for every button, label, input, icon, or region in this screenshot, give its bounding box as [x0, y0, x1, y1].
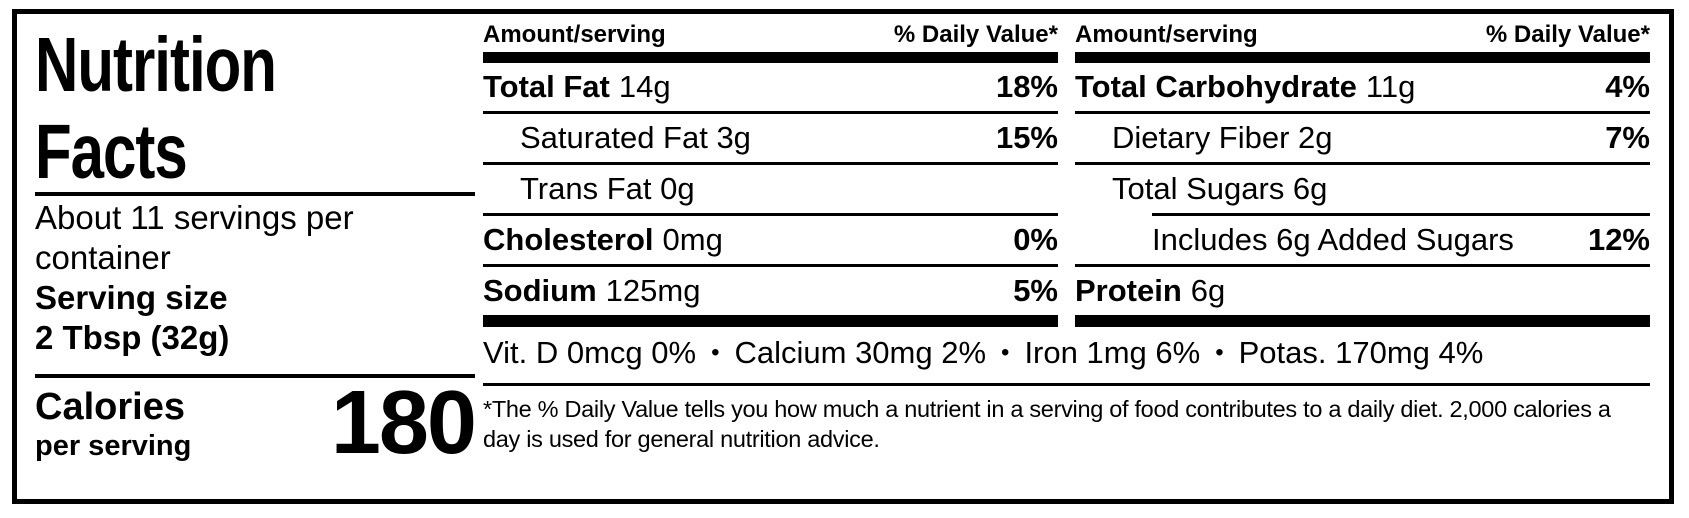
footnote-divider [483, 383, 1650, 386]
nutrition-facts-title: Nutrition Facts [35, 22, 475, 196]
bullet-separator-icon: • [1215, 339, 1224, 366]
column-header: Amount/serving % Daily Value* [1075, 21, 1650, 52]
nutrient-amount: Total Sugars 6g [1112, 171, 1328, 206]
calories-value: 180 [330, 373, 477, 473]
row-cholesterol: Cholesterol 0mg 0% [483, 216, 1058, 264]
nutrient-name: Trans Fat 0g [520, 171, 695, 207]
columns-wrapper: Amount/serving % Daily Value* Total Fat 1… [483, 21, 1650, 327]
title-line-1: Nutrition [35, 22, 277, 108]
nutrient-column-fat-sodium: Amount/serving % Daily Value* Total Fat 1… [483, 21, 1058, 327]
row-total-carbohydrate: Total Carbohydrate 11g 4% [1075, 63, 1650, 111]
row-divider [1075, 111, 1650, 114]
calories-label: Calories [35, 386, 185, 428]
nutrient-name-bold: Sodium [483, 273, 597, 308]
row-protein: Protein 6g [1075, 267, 1650, 315]
micronutrient-calcium: Calcium 30mg 2% [734, 335, 987, 370]
nutrient-name: Protein 6g [1075, 273, 1225, 309]
daily-value: 4% [1605, 69, 1650, 104]
calories-sublabel: per serving [35, 430, 192, 462]
daily-value: 7% [1605, 120, 1650, 155]
nutrient-name: Saturated Fat 3g [520, 120, 751, 156]
calories-section: Calories per serving 180 [35, 373, 477, 473]
nutrient-amount: Trans Fat 0g [520, 171, 695, 206]
nutrient-name-bold: Protein [1075, 273, 1182, 308]
nutrient-name: Sodium 125mg [483, 273, 700, 309]
nutrient-name: Dietary Fiber 2g [1112, 120, 1333, 156]
row-total-fat: Total Fat 14g 18% [483, 63, 1058, 111]
nutrient-name-bold: Total Fat [483, 69, 610, 104]
row-dietary-fiber: Dietary Fiber 2g 7% [1075, 114, 1650, 162]
left-panel-divider-top [35, 192, 475, 196]
left-panel-divider-bottom [35, 374, 475, 378]
daily-value-header: % Daily Value* [893, 21, 1058, 48]
row-trans-fat: Trans Fat 0g [483, 165, 1058, 213]
column-bottom-bar [1075, 315, 1650, 327]
row-divider [1075, 264, 1650, 267]
nutrient-amount: 11g [1365, 69, 1416, 104]
nutrient-amount: 14g [618, 69, 671, 104]
calories-labels: Calories per serving [35, 384, 191, 463]
servings-per-container-text: About 11 servings per container [35, 199, 354, 276]
column-header: Amount/serving % Daily Value* [483, 21, 1058, 52]
nutrient-amount: Dietary Fiber 2g [1112, 120, 1333, 155]
daily-value: 0% [1013, 222, 1058, 257]
row-divider [483, 162, 1058, 165]
row-sodium: Sodium 125mg 5% [483, 267, 1058, 315]
nutrient-name: Total Sugars 6g [1112, 171, 1327, 207]
left-panel: Nutrition Facts About 11 servings per co… [35, 22, 477, 473]
header-bar [1075, 52, 1650, 63]
micronutrients-row: Vit. D 0mcg 0% • Calcium 30mg 2% • Iron … [483, 333, 1650, 373]
nutrient-amount: 6g [1190, 273, 1226, 308]
daily-value: 18% [995, 69, 1058, 104]
nutrient-name-bold: Total Carbohydrate [1075, 69, 1357, 104]
nutrient-name: Total Carbohydrate 11g [1075, 69, 1415, 105]
row-divider [1075, 162, 1650, 165]
header-bar [483, 52, 1058, 63]
title-line-2: Facts [35, 109, 188, 195]
row-saturated-fat: Saturated Fat 3g 15% [483, 114, 1058, 162]
nutrient-name: Cholesterol 0mg [483, 222, 723, 258]
amount-serving-header: Amount/serving [1075, 21, 1258, 48]
column-bottom-bar [483, 315, 1058, 327]
daily-value: 5% [1013, 273, 1058, 308]
row-divider [483, 264, 1058, 267]
nutrient-columns-section: Amount/serving % Daily Value* Total Fat 1… [483, 21, 1650, 454]
amount-serving-header: Amount/serving [483, 21, 666, 48]
serving-size-value: 2 Tbsp (32g) [35, 319, 230, 356]
micronutrient-potassium: Potas. 170mg 4% [1238, 335, 1484, 370]
nutrient-name-bold: Cholesterol [483, 222, 654, 257]
row-total-sugars: Total Sugars 6g [1075, 165, 1650, 213]
nutrient-column-carb-protein: Amount/serving % Daily Value* Total Carb… [1075, 21, 1650, 327]
micronutrient-vitamin-d: Vit. D 0mcg 0% [483, 335, 697, 370]
nutrient-amount: 0mg [662, 222, 723, 257]
daily-value-header: % Daily Value* [1485, 21, 1650, 48]
nutrient-amount: Includes 6g Added Sugars [1152, 222, 1514, 257]
nutrient-name: Includes 6g Added Sugars [1152, 222, 1514, 258]
footnote-text: *The % Daily Value tells you how much a … [483, 396, 1611, 452]
bullet-separator-icon: • [1001, 339, 1010, 366]
nutrient-name: Total Fat 14g [483, 69, 671, 105]
row-divider-indented [1152, 213, 1650, 216]
row-added-sugars: Includes 6g Added Sugars 12% [1075, 216, 1650, 264]
daily-value: 15% [995, 120, 1058, 155]
row-divider [483, 111, 1058, 114]
daily-value: 12% [1587, 222, 1650, 257]
serving-size-label: Serving size [35, 279, 228, 316]
nutrient-amount: 125mg [605, 273, 701, 308]
micronutrient-iron: Iron 1mg 6% [1024, 335, 1201, 370]
bullet-separator-icon: • [711, 339, 720, 366]
nutrition-label: Nutrition Facts About 11 servings per co… [12, 9, 1674, 504]
row-divider [483, 213, 1058, 216]
nutrient-amount: Saturated Fat 3g [520, 120, 751, 155]
